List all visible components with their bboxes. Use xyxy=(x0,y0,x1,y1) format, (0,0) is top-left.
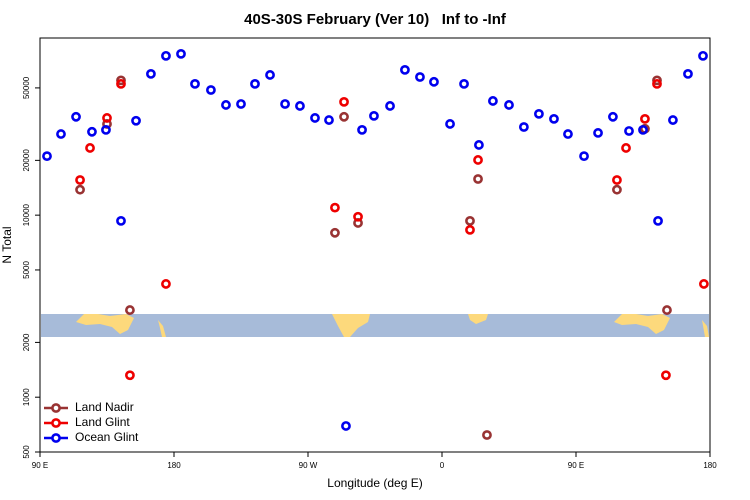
point xyxy=(563,129,573,139)
legend-marker xyxy=(51,403,61,413)
point xyxy=(85,143,95,153)
point xyxy=(101,124,111,135)
point xyxy=(125,370,135,381)
point xyxy=(640,113,650,124)
chart-title: 40S-30S February (Ver 10) Inf to -Inf xyxy=(244,11,507,28)
point xyxy=(482,430,492,440)
x-tick-label: 90 E xyxy=(568,461,584,470)
point xyxy=(176,48,186,59)
point xyxy=(221,100,231,110)
y-tick-label: 20000 xyxy=(22,149,31,172)
point xyxy=(330,202,340,213)
point xyxy=(621,143,631,153)
point xyxy=(146,68,156,79)
point xyxy=(42,151,52,162)
point xyxy=(518,122,529,132)
point xyxy=(265,70,275,80)
point xyxy=(280,99,290,109)
point xyxy=(353,211,363,222)
point xyxy=(357,124,367,135)
point xyxy=(330,227,340,238)
point xyxy=(473,174,483,184)
point xyxy=(71,111,81,122)
point xyxy=(661,370,671,381)
legend-label: Ocean Glint xyxy=(75,430,139,444)
point xyxy=(75,175,85,185)
y-tick-label: 2000 xyxy=(22,333,31,351)
point xyxy=(668,115,678,125)
y-tick-label: 50000 xyxy=(22,76,31,99)
point xyxy=(400,64,410,75)
point xyxy=(683,68,693,79)
point xyxy=(429,76,439,87)
x-axis-label: Longitude (deg E) xyxy=(327,476,422,490)
point xyxy=(161,50,171,61)
point xyxy=(459,79,469,89)
y-tick-label: 500 xyxy=(22,445,31,459)
point xyxy=(250,79,260,89)
legend-marker xyxy=(51,433,61,443)
point xyxy=(612,175,622,185)
point xyxy=(324,115,334,125)
plot-frame xyxy=(39,37,711,453)
point xyxy=(131,115,141,126)
point xyxy=(504,100,514,110)
point xyxy=(445,119,455,129)
point xyxy=(87,126,97,137)
y-tick-label: 10000 xyxy=(22,203,31,226)
point xyxy=(549,113,559,124)
point xyxy=(75,184,85,195)
y-tick-label: 5000 xyxy=(22,261,31,279)
legend-label: Land Nadir xyxy=(75,400,134,414)
point xyxy=(465,224,475,235)
map-strip xyxy=(41,314,709,337)
point xyxy=(102,113,112,123)
x-tick-label: 180 xyxy=(167,461,181,470)
x-tick-label: 0 xyxy=(440,461,445,470)
point xyxy=(295,101,305,111)
point xyxy=(341,421,351,431)
point xyxy=(125,305,135,315)
legend-marker xyxy=(51,418,61,428)
point xyxy=(116,79,126,89)
point xyxy=(116,75,126,86)
point xyxy=(652,75,662,86)
point xyxy=(698,50,708,61)
point xyxy=(161,279,171,289)
point xyxy=(116,215,126,226)
point xyxy=(190,79,200,89)
y-axis-label: N Total xyxy=(0,226,14,263)
point xyxy=(339,96,349,107)
point xyxy=(488,96,498,106)
point xyxy=(608,111,618,122)
point xyxy=(415,72,425,82)
x-tick-label: 180 xyxy=(703,461,717,470)
point xyxy=(56,129,66,139)
x-tick-label: 90 W xyxy=(299,461,318,470)
point xyxy=(612,184,622,195)
legend-label: Land Glint xyxy=(75,415,130,429)
point xyxy=(339,111,349,122)
point xyxy=(652,79,662,89)
point xyxy=(310,113,320,123)
x-tick-label: 90 E xyxy=(32,461,48,470)
point xyxy=(638,124,648,135)
point xyxy=(236,99,246,109)
y-tick-label: 1000 xyxy=(22,388,31,406)
point xyxy=(385,101,395,111)
point xyxy=(593,128,603,138)
point xyxy=(662,305,672,315)
point xyxy=(624,126,634,136)
point xyxy=(698,279,709,289)
point xyxy=(473,155,483,165)
point xyxy=(465,215,475,226)
point xyxy=(369,110,379,121)
point xyxy=(579,151,589,162)
point xyxy=(206,85,216,95)
point xyxy=(534,108,544,119)
point xyxy=(474,140,484,150)
point xyxy=(653,215,663,226)
